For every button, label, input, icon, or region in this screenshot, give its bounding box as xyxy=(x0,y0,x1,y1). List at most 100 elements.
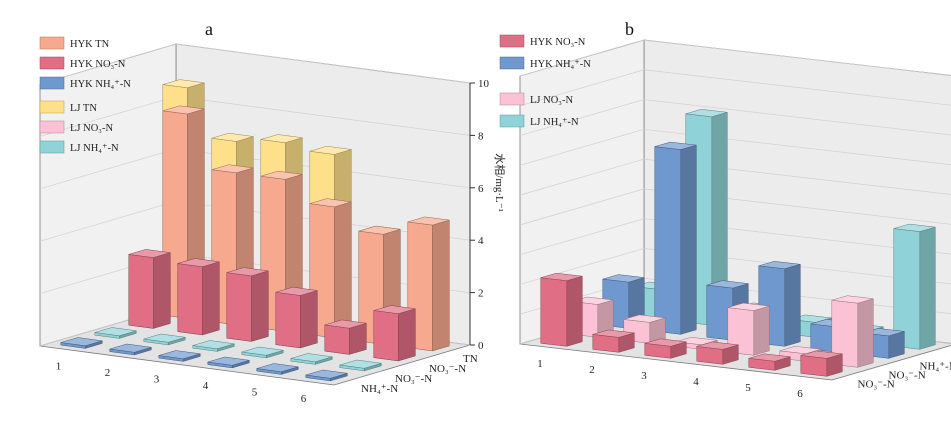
bar-top xyxy=(685,109,728,118)
y-tick-label: NH₄⁺-N xyxy=(361,383,398,395)
bar xyxy=(143,333,186,346)
legend-entry: HYK NH₄⁺-N xyxy=(530,59,591,70)
x-tick-label: 6 xyxy=(797,388,803,400)
legend-swatch xyxy=(39,100,65,114)
panel-a: 0246810水相/mg·L⁻¹123456NH₄⁺-NNO₃⁻-NNO₃⁻-N… xyxy=(39,19,506,405)
bar xyxy=(324,319,367,355)
bar-top xyxy=(644,338,687,347)
bar-side xyxy=(334,201,352,339)
bar xyxy=(727,302,770,356)
bar-side xyxy=(680,144,697,335)
bar xyxy=(623,314,666,344)
gridline xyxy=(39,148,177,190)
bar xyxy=(207,356,250,369)
gridline xyxy=(643,39,951,76)
y-tick-label: NO₃⁻-N xyxy=(395,373,432,385)
bar-side xyxy=(251,270,269,342)
bar-top xyxy=(305,369,348,379)
bar-top xyxy=(696,341,739,350)
legend-entry: HYK NO₃-N xyxy=(530,37,586,48)
bar-top xyxy=(211,132,254,142)
bar xyxy=(654,141,697,335)
y-tick-label: NO₃⁻-N xyxy=(858,379,895,391)
bar xyxy=(305,369,348,382)
bar-top xyxy=(706,280,749,289)
gridline xyxy=(643,69,951,106)
bar-front xyxy=(275,291,301,349)
bar xyxy=(192,340,235,352)
gridline xyxy=(519,188,645,226)
y-tick-label: NO₃⁻-N xyxy=(429,363,466,375)
bar-side xyxy=(300,290,318,349)
bar-top xyxy=(893,223,936,232)
x-tick-label: 3 xyxy=(154,373,160,385)
bar xyxy=(60,337,103,349)
bar-side xyxy=(398,308,416,362)
bar-top xyxy=(241,346,284,356)
x-tick-label: 1 xyxy=(537,358,543,370)
x-tick-label: 5 xyxy=(745,382,751,394)
bar-side xyxy=(432,219,450,352)
bar-top xyxy=(109,343,152,353)
legend: HYK NO₃-N HYK NH₄⁺-N LJ NO₃-N LJ NH₄⁺-N xyxy=(499,34,591,128)
bar-front xyxy=(800,355,828,377)
bar-front xyxy=(226,272,252,342)
bar-top xyxy=(207,356,250,366)
bar-top xyxy=(256,363,299,373)
bar-top xyxy=(177,258,220,268)
z-tick-label: 4 xyxy=(478,235,484,247)
bar xyxy=(128,249,171,329)
z-tick-label: 10 xyxy=(478,78,490,90)
bar xyxy=(226,267,269,342)
x-tick-label: 1 xyxy=(56,360,62,372)
bar xyxy=(644,338,687,359)
bar-front xyxy=(654,146,682,335)
bar xyxy=(256,363,299,375)
bar xyxy=(94,327,137,339)
bar xyxy=(540,272,583,347)
bar-top xyxy=(211,164,254,174)
gridline xyxy=(519,218,645,256)
legend-entry: HYK TN xyxy=(70,39,110,50)
gridline xyxy=(39,200,177,242)
bar xyxy=(339,359,382,372)
bar-side xyxy=(566,275,583,347)
bar-top xyxy=(192,340,235,350)
bar-top xyxy=(309,198,352,208)
x-tick-label: 5 xyxy=(252,386,258,398)
bar-top xyxy=(339,359,382,369)
bar-top xyxy=(540,272,583,281)
bar xyxy=(177,258,220,336)
bar-top xyxy=(260,170,303,180)
bar-top xyxy=(143,333,186,343)
bar xyxy=(800,350,843,377)
bar-top xyxy=(309,145,352,155)
bar xyxy=(275,286,318,349)
bar xyxy=(158,350,201,362)
gridline xyxy=(519,158,645,196)
bar-top xyxy=(128,249,171,258)
legend: HYK TN HYK NO₃-N HYK NH₄⁺-N LJ TN LJ NO₃-N LJ… xyxy=(39,36,131,154)
bar-top xyxy=(748,353,791,362)
legend-entry: LJ TN xyxy=(70,103,97,114)
bar-front xyxy=(128,254,154,329)
gridline xyxy=(519,128,645,166)
bar-top xyxy=(358,225,401,235)
bar-top xyxy=(162,105,205,115)
x-tick-label: 4 xyxy=(203,380,209,392)
z-tick-label: 2 xyxy=(478,288,484,300)
bar-top xyxy=(275,286,318,296)
legend-swatch xyxy=(499,34,525,48)
legend-swatch xyxy=(39,36,65,50)
bar-side xyxy=(919,226,936,350)
bar-top xyxy=(602,274,645,283)
gridline xyxy=(519,99,645,136)
bar-top xyxy=(758,261,801,270)
bar-side xyxy=(349,322,367,355)
bar-side xyxy=(753,305,770,356)
bar-front xyxy=(177,263,203,336)
gridline xyxy=(519,39,645,77)
bar xyxy=(748,353,791,371)
legend-entry: LJ NH₄⁺-N xyxy=(70,143,119,154)
